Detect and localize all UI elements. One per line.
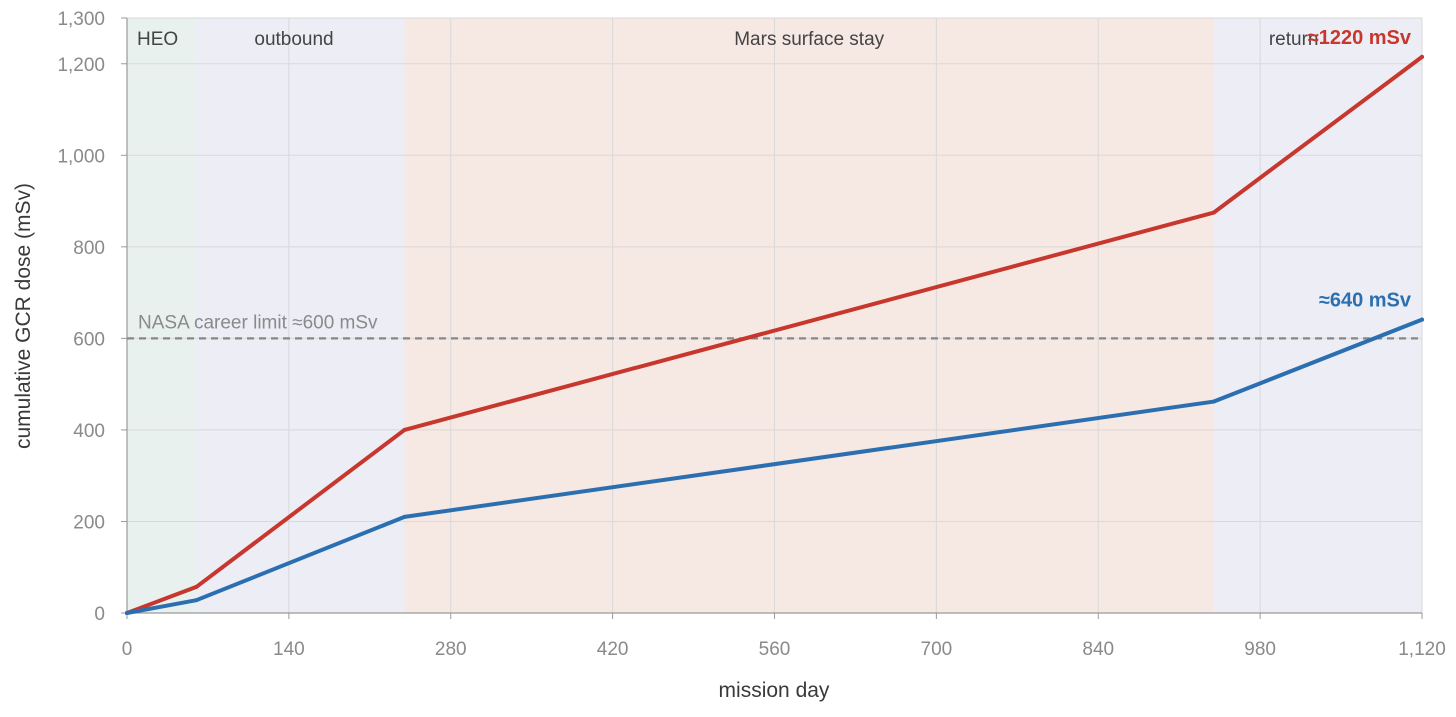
phase-band-1 [196, 18, 405, 613]
y-tick-label: 600 [73, 329, 105, 350]
y-tick-label: 1,200 [57, 55, 105, 76]
series-lines [125, 54, 1424, 615]
labels: HEO outbound Mars surface stay return≈1220 … [137, 27, 1412, 312]
y-tick-label: 1,300 [57, 9, 105, 30]
phase-label-0: HEO [137, 29, 178, 50]
y-tick-label: 1,000 [57, 146, 105, 167]
axes: 0 140 280 420 560 700 840 980 1,120 0 200 400 600 800… [57, 9, 1445, 660]
series-1-point-3 [1211, 399, 1216, 404]
y-tick-label: 200 [73, 512, 105, 533]
career-limit-reference: NASA career limit ≈600 mSv [127, 312, 1422, 340]
series-0-point-4 [1420, 54, 1424, 59]
series-end-label-0: ≈1220 mSv [1308, 27, 1412, 49]
phase-bands [127, 18, 1422, 613]
series-0-point-3 [1211, 210, 1216, 215]
x-tick-label: 980 [1244, 639, 1276, 660]
y-tick-label: 800 [73, 238, 105, 259]
x-tick-label: 1,120 [1398, 639, 1446, 660]
phase-band-0 [127, 18, 197, 613]
phase-label-3: return [1269, 29, 1319, 50]
phase-band-3 [1213, 18, 1422, 613]
series-end-label-1: ≈640 mSv [1319, 290, 1412, 312]
y-tick-label: 400 [73, 421, 105, 442]
phase-label-1: outbound [254, 29, 333, 50]
x-tick-label: 140 [273, 639, 305, 660]
series-1-point-0 [125, 611, 129, 615]
phase-label-2: Mars surface stay [734, 29, 884, 50]
x-tick-label: 840 [1082, 639, 1114, 660]
phase-band-2 [404, 18, 1214, 613]
series-1-point-4 [1420, 317, 1424, 322]
x-tick-label: 420 [597, 639, 629, 660]
x-tick-label: 280 [435, 639, 467, 660]
x-axis-title: mission day [719, 679, 830, 702]
series-0-point-1 [194, 584, 199, 589]
x-tick-label: 700 [921, 639, 953, 660]
x-tick-label: 560 [759, 639, 791, 660]
y-tick-label: 0 [94, 604, 105, 625]
series-1-point-1 [194, 598, 199, 603]
series-0-point-2 [402, 427, 407, 432]
career-limit-label: NASA career limit ≈600 mSv [138, 312, 378, 333]
x-tick-label: 0 [122, 639, 133, 660]
y-axis-title: cumulative GCR dose (mSv) [12, 183, 35, 449]
series-1-point-2 [402, 514, 407, 519]
